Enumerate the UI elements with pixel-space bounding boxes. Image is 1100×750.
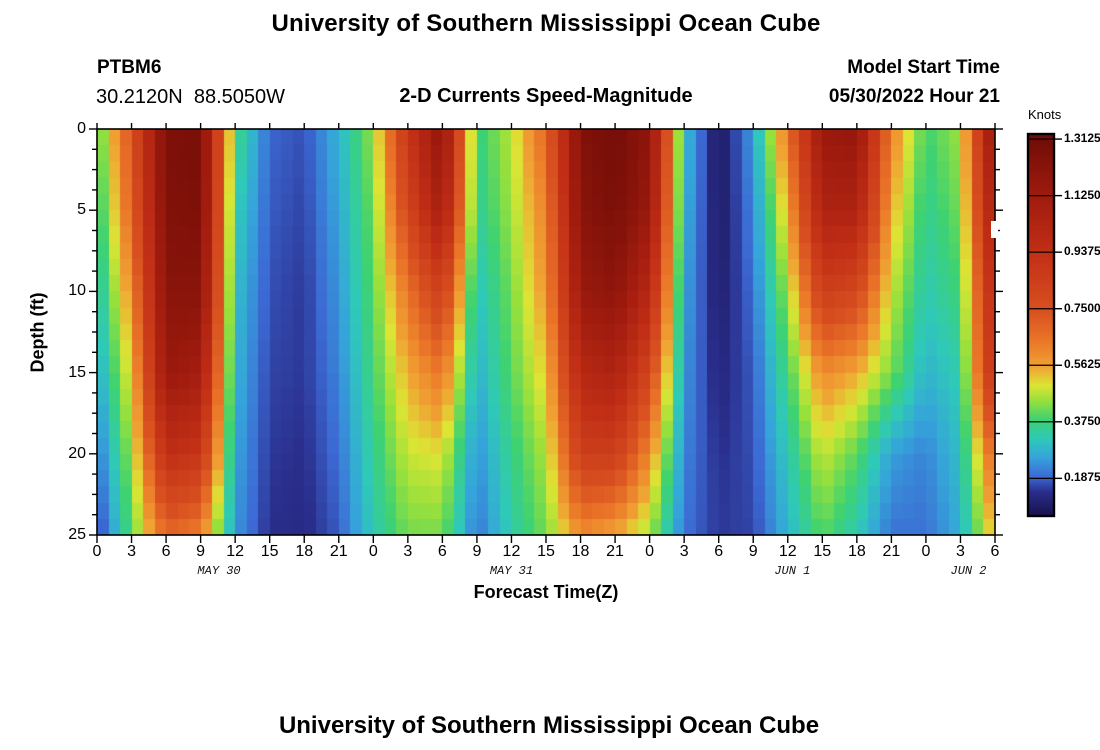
x-tick-label: 0 (921, 543, 931, 560)
x-tick-label: 3 (127, 543, 136, 560)
x-tick-label: 12 (502, 543, 521, 560)
colorbar-tick-label: 0.5625 (1064, 357, 1100, 372)
y-axis-label: Depth (ft) (27, 292, 48, 373)
x-tick-label: 0 (92, 543, 102, 560)
x-tick-label: 18 (847, 543, 866, 560)
x-tick-label: 3 (679, 543, 689, 560)
x-tick-label: 21 (329, 543, 348, 560)
x-axis-label: Forecast Time(Z) (473, 582, 619, 602)
x-date-label: MAY 30 (197, 564, 241, 578)
colorbar-tick-label: 0.1875 (1064, 470, 1100, 485)
x-date-label: JUN 2 (950, 564, 987, 578)
colorbar-tick-label: 1.3125 (1064, 131, 1100, 146)
colorbar-tick-label: 0.3750 (1064, 413, 1100, 428)
y-tick-label: 25 (68, 526, 86, 543)
x-tick-label: 15 (537, 543, 555, 560)
x-tick-label: 9 (748, 543, 758, 560)
x-tick-label: 6 (161, 543, 171, 560)
x-tick-label: 12 (778, 543, 797, 560)
y-tick-label: 5 (77, 201, 86, 219)
chart-title: University of Southern Mississippi Ocean… (271, 10, 821, 37)
x-tick-label: 3 (956, 543, 965, 560)
x-tick-label: 15 (813, 543, 832, 560)
x-tick-label: 12 (226, 543, 245, 560)
colorbar-tick-label: 1.1250 (1064, 187, 1100, 202)
x-tick-label: 18 (571, 543, 590, 560)
x-tick-label: 6 (437, 543, 447, 560)
x-tick-label: 21 (882, 543, 901, 560)
currents-heatmap (97, 129, 995, 535)
x-tick-label: 9 (472, 543, 482, 560)
x-tick-label: 9 (196, 543, 206, 560)
model-start-time-label: Model Start Time (847, 57, 1000, 78)
missing-data-artifact (991, 221, 998, 238)
chart-subtitle: 2-D Currents Speed-Magnitude (399, 85, 693, 107)
x-tick-label: 6 (714, 543, 724, 560)
y-tick-label: 20 (68, 444, 86, 462)
x-date-label: MAY 31 (489, 564, 534, 578)
model-start-time-value: 05/30/2022 Hour 21 (828, 86, 1000, 107)
x-tick-label: 15 (260, 543, 279, 560)
colorbar-unit-label: Knots (1028, 107, 1062, 122)
x-tick-label: 3 (403, 543, 413, 560)
y-tick-label: 10 (68, 282, 86, 300)
next-chart-title: University of Southern Mississippi Ocean… (278, 712, 820, 739)
y-tick-label: 0 (77, 120, 86, 137)
station-coordinates: 30.2120N 88.5050W (96, 86, 286, 108)
x-date-label: JUN 1 (774, 564, 811, 578)
station-id: PTBM6 (97, 57, 162, 78)
x-tick-label: 0 (645, 543, 655, 560)
x-tick-label: 6 (990, 543, 1000, 560)
colorbar-tick-label: 0.9375 (1064, 244, 1100, 259)
colorbar-tick-label: 0.7500 (1064, 300, 1100, 315)
x-tick-label: 0 (368, 543, 378, 560)
y-tick-label: 15 (68, 363, 86, 381)
x-tick-label: 21 (606, 543, 624, 560)
colorbar (1029, 135, 1053, 515)
x-tick-label: 18 (295, 543, 314, 560)
